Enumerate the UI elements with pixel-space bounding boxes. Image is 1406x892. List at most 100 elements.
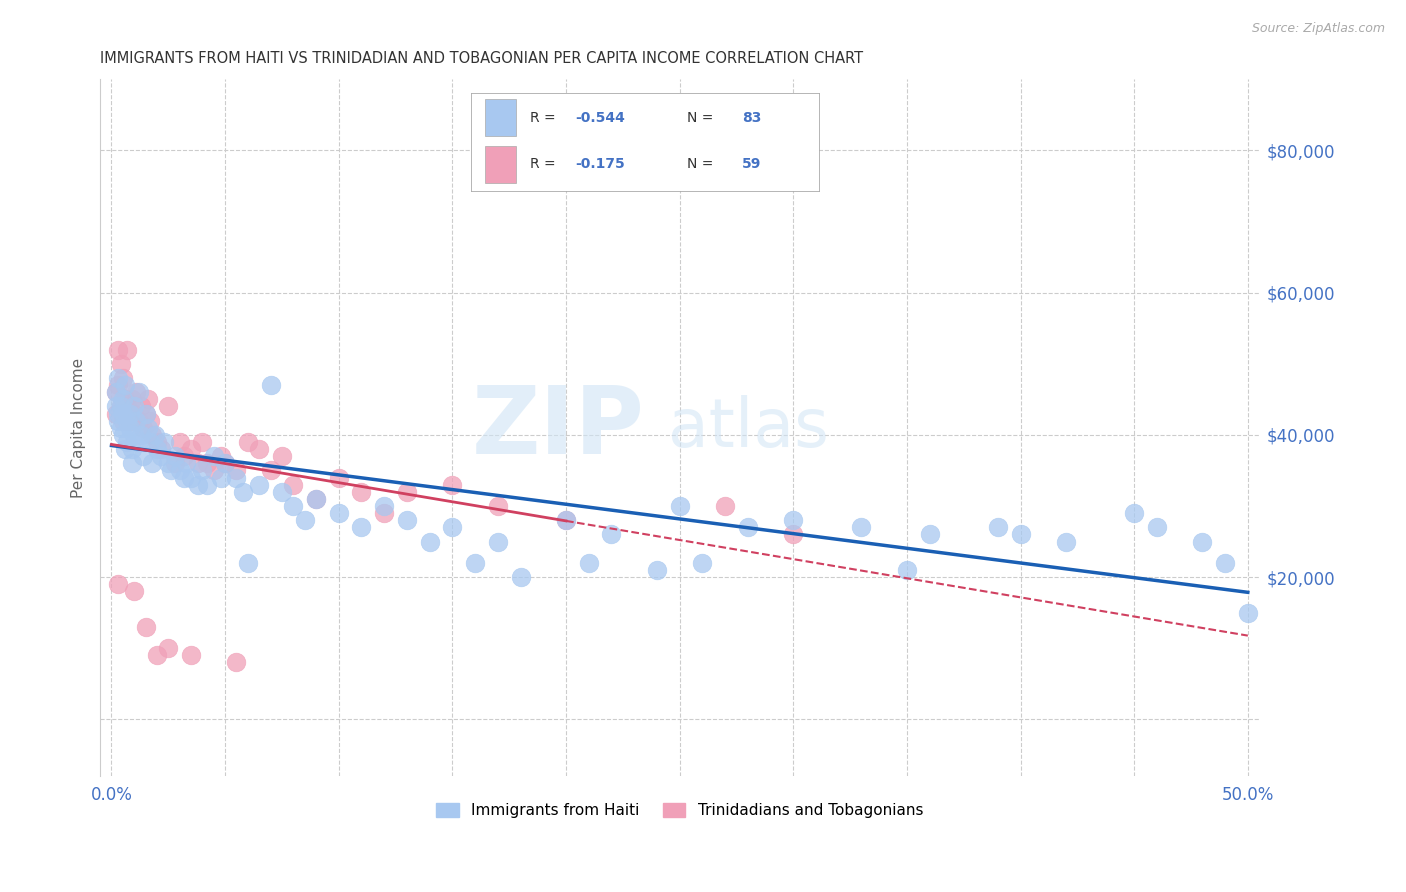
Point [283,499,305,513]
Point [187,456,209,470]
Point [128,385,150,400]
Point [152,434,174,449]
Point [180,470,202,484]
Point [214,456,236,470]
Point [395,484,418,499]
Point [146,442,169,456]
Point [139,414,162,428]
Point [129,428,152,442]
Point [209,470,232,484]
Point [117,400,139,414]
Point [173,449,195,463]
Point [107,343,129,357]
Point [107,378,129,392]
Point [111,407,134,421]
Point [247,442,270,456]
Point [191,463,214,477]
Point [395,513,418,527]
Point [107,414,129,428]
Point [121,442,143,456]
Point [139,434,162,449]
Point [128,414,150,428]
Y-axis label: Per Capita Income: Per Capita Income [72,358,86,498]
Point [350,484,373,499]
Point [918,527,941,541]
Point [441,520,464,534]
Point [209,449,232,463]
Point [419,534,441,549]
Point [225,656,247,670]
Point [159,463,181,477]
Point [110,400,132,414]
Point [122,400,145,414]
Point [105,385,128,400]
Point [165,449,187,463]
Point [110,421,132,435]
Point [141,456,163,470]
Point [135,620,157,634]
Point [129,400,152,414]
Point [141,428,163,442]
Point [165,456,187,470]
Point [150,442,173,456]
Point [714,499,737,513]
Point [202,449,225,463]
Point [146,648,169,663]
Point [114,392,136,407]
Point [125,385,148,400]
Point [555,513,578,527]
Point [105,407,128,421]
Point [118,407,141,421]
Point [236,556,259,570]
Point [737,520,759,534]
Point [191,434,214,449]
Point [247,477,270,491]
Point [114,442,136,456]
Point [486,499,509,513]
Point [114,378,136,392]
Point [782,513,804,527]
Point [668,499,690,513]
Point [896,563,918,577]
Point [180,442,202,456]
Point [1123,506,1146,520]
Point [271,449,294,463]
Point [111,392,134,407]
Point [271,484,294,499]
Point [328,506,350,520]
Point [121,392,143,407]
Point [1146,520,1168,534]
Point [645,563,668,577]
Point [1054,534,1077,549]
Point [118,421,141,435]
Point [305,491,328,506]
Point [132,449,155,463]
Point [111,428,134,442]
Point [136,421,159,435]
Point [111,414,134,428]
Point [350,520,373,534]
Point [195,477,218,491]
Point [578,556,600,570]
Point [187,477,209,491]
Point [105,385,128,400]
Point [259,378,281,392]
Point [114,407,136,421]
Point [283,477,305,491]
Point [259,463,281,477]
Point [117,434,139,449]
Point [117,343,139,357]
Point [173,470,195,484]
Point [225,463,247,477]
Point [157,400,180,414]
Point [169,434,191,449]
Text: IMMIGRANTS FROM HAITI VS TRINIDADIAN AND TOBAGONIAN PER CAPITA INCOME CORRELATIO: IMMIGRANTS FROM HAITI VS TRINIDADIAN AND… [100,51,863,66]
Point [150,449,173,463]
Point [111,371,134,385]
Point [117,414,139,428]
Point [169,463,191,477]
Text: Source: ZipAtlas.com: Source: ZipAtlas.com [1251,22,1385,36]
Point [987,520,1010,534]
Text: atlas: atlas [668,395,830,461]
Point [555,513,578,527]
